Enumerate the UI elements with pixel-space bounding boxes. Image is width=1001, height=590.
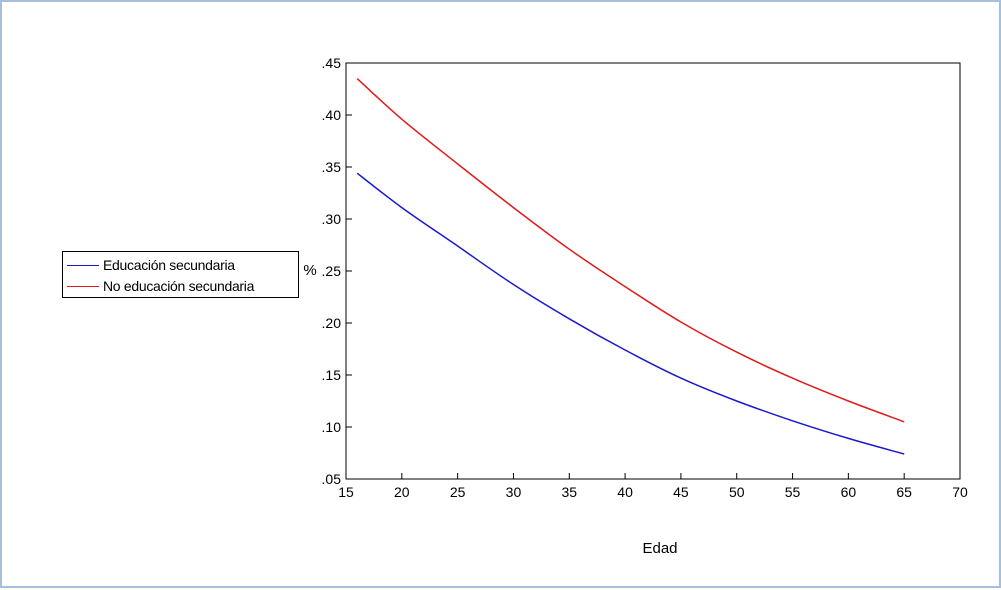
x-tick-label: 50 [729,484,745,500]
legend-item-educacion-secundaria: Educación secundaria [67,255,235,275]
x-tick-label: 25 [450,484,466,500]
y-tick-label: .05 [322,471,342,487]
x-axis-title: Edad [642,540,677,557]
series-line-0 [356,172,905,455]
legend: Educación secundaria No educación secund… [62,251,299,298]
series-lines [356,78,905,455]
y-tick-label: .35 [322,159,342,175]
series-line-1 [356,78,905,423]
y-tick-label: .10 [322,419,342,435]
y-tick-label: .20 [322,315,342,331]
legend-item-no-educacion-secundaria: No educación secundaria [67,276,254,296]
x-tick-label: 70 [952,484,968,500]
x-tick-label: 45 [673,484,689,500]
x-tick-label: 55 [785,484,801,500]
y-tick-label: .30 [322,211,342,227]
x-tick-label: 60 [841,484,857,500]
plot-area [345,62,961,480]
x-tick-label: 35 [561,484,577,500]
y-tick-label: .25 [322,263,342,279]
y-axis: .05 .10 .15 .20 .25 .30 .35 .40 .45 [322,55,352,487]
legend-swatch [67,264,99,266]
y-tick-label: .45 [322,55,342,71]
x-tick-label: 30 [506,484,522,500]
x-tick-label: 20 [394,484,410,500]
y-axis-title: % [303,262,316,279]
legend-label: No educación secundaria [103,278,255,294]
x-axis: 15 20 25 30 35 40 45 50 55 60 65 70 [338,473,968,500]
legend-swatch [67,285,99,287]
x-tick-label: 65 [896,484,912,500]
x-tick-label: 40 [617,484,633,500]
y-tick-label: .15 [322,367,342,383]
legend-label: Educación secundaria [103,257,235,273]
y-tick-label: .40 [322,107,342,123]
x-tick-label: 15 [338,484,354,500]
